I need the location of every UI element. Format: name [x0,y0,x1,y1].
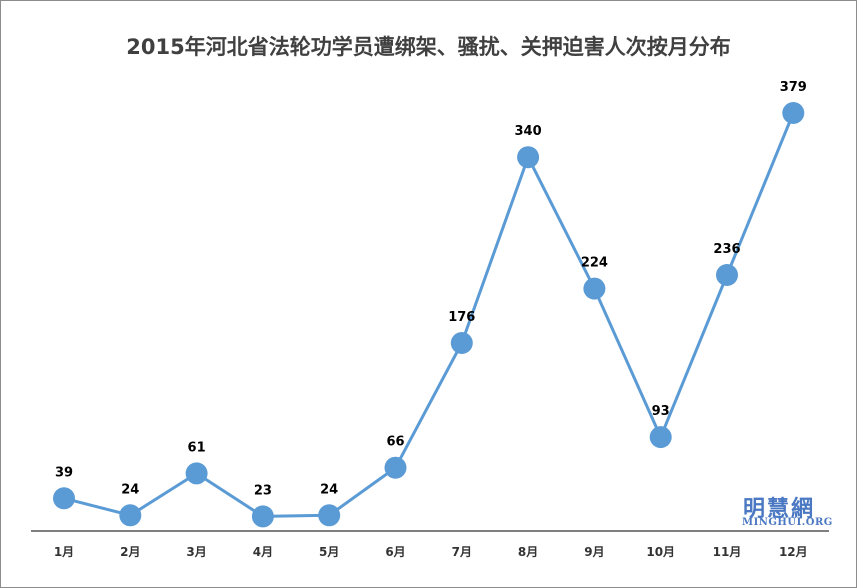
x-tick-label-10: 10月 [646,545,675,559]
data-point-9 [583,277,606,300]
data-point-5 [318,504,341,527]
x-tick-label-8: 8月 [518,545,538,559]
x-tick-label-7: 7月 [452,545,472,559]
data-label-9: 224 [581,256,608,271]
data-label-layer: 39 24 61 23 24 66 176 340 224 93 236 379 [55,80,807,498]
data-label-8: 340 [515,124,542,139]
data-label-6: 66 [386,435,404,450]
series-line-layer [63,112,795,518]
data-label-10: 93 [652,404,670,419]
marker-layer [53,102,805,528]
x-tick-label-12: 12月 [779,545,808,559]
x-tick-label-3: 3月 [186,545,206,559]
data-label-7: 176 [448,310,475,325]
tick-label-layer: 1月 2月 3月 4月 5月 6月 7月 8月 9月 10月 11月 12月 [54,545,808,559]
data-point-6 [384,456,407,479]
data-point-3 [185,462,208,485]
x-tick-label-4: 4月 [253,545,273,559]
data-label-1: 39 [55,465,73,480]
data-point-11 [716,264,738,286]
x-tick-label-1: 1月 [54,545,74,559]
x-tick-label-2: 2月 [120,545,140,559]
data-point-7 [450,332,473,354]
data-label-11: 236 [713,242,740,257]
watermark-logo-english: MINGHUI.ORG [742,517,833,528]
x-tick-label-11: 11月 [713,545,742,559]
chart-title: 2015年河北省法轮功学员遭绑架、骚扰、关押迫害人次按月分布 [126,35,731,59]
watermark-logo-chinese: 明慧網 [743,496,816,522]
data-label-5: 24 [320,482,338,497]
data-label-3: 61 [188,440,206,455]
data-point-4 [251,505,274,528]
data-point-8 [517,146,540,169]
x-tick-label-9: 9月 [584,545,604,559]
data-label-2: 24 [121,482,139,497]
x-tick-label-6: 6月 [385,545,405,559]
data-label-4: 23 [254,483,272,498]
data-point-1 [53,487,75,510]
data-point-10 [649,426,672,449]
series-line [63,112,795,518]
data-point-12 [782,102,805,124]
data-point-2 [119,504,142,527]
x-tick-label-5: 5月 [319,545,339,559]
data-label-12: 379 [780,80,807,95]
